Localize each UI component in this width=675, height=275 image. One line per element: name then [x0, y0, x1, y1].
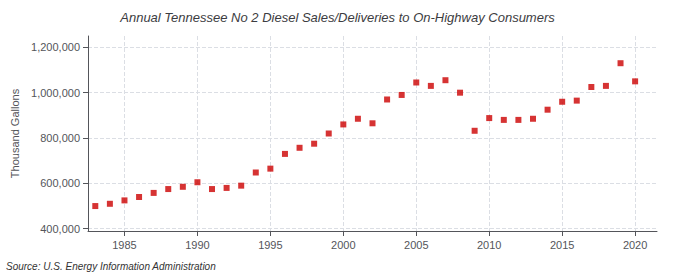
svg-text:1995: 1995: [258, 239, 282, 251]
svg-text:Source: U.S. Energy Informatio: Source: U.S. Energy Information Administ…: [6, 261, 216, 272]
svg-text:1990: 1990: [185, 239, 209, 251]
svg-text:2015: 2015: [550, 239, 574, 251]
svg-text:Thousand Gallons: Thousand Gallons: [9, 88, 21, 178]
svg-text:1,000,000: 1,000,000: [31, 87, 80, 99]
svg-text:1,200,000: 1,200,000: [31, 41, 80, 53]
svg-text:2005: 2005: [404, 239, 428, 251]
svg-text:2000: 2000: [331, 239, 355, 251]
svg-text:2010: 2010: [477, 239, 501, 251]
svg-text:400,000: 400,000: [40, 223, 80, 235]
svg-text:600,000: 600,000: [40, 177, 80, 189]
svg-text:800,000: 800,000: [40, 132, 80, 144]
svg-text:Annual Tennessee No 2 Diesel S: Annual Tennessee No 2 Diesel Sales/Deliv…: [119, 10, 555, 25]
svg-text:2020: 2020: [623, 239, 647, 251]
svg-text:1985: 1985: [112, 239, 136, 251]
